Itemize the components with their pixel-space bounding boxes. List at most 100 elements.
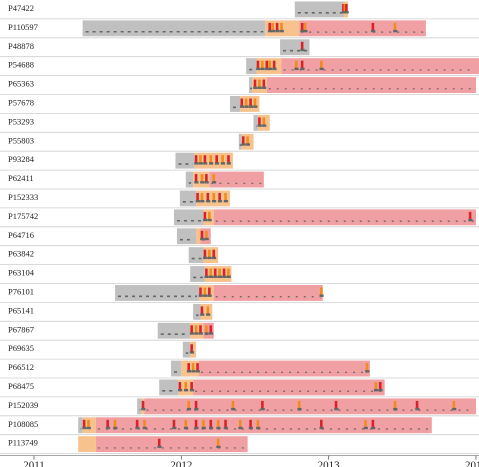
event-base xyxy=(344,11,349,14)
event-base xyxy=(415,407,420,411)
event-marker xyxy=(265,60,269,70)
event-base xyxy=(203,162,208,165)
background-period-bar xyxy=(171,360,182,377)
event-marker xyxy=(209,268,213,278)
event-marker xyxy=(203,249,207,259)
event-base xyxy=(319,426,324,430)
event-base xyxy=(264,67,270,71)
post-period-bar xyxy=(213,285,323,301)
event-marker xyxy=(87,419,90,429)
background-period-bar xyxy=(78,417,83,434)
post-period-bar xyxy=(213,209,476,226)
event-marker xyxy=(199,287,202,296)
event-marker xyxy=(221,155,224,164)
pre-period-bar xyxy=(200,303,213,320)
event-marker xyxy=(256,60,260,70)
row-label: P175742 xyxy=(8,211,38,221)
background-period-bar xyxy=(188,247,204,264)
event-base xyxy=(86,426,91,430)
event-marker xyxy=(194,174,198,183)
event-marker xyxy=(364,419,367,429)
event-marker xyxy=(190,325,193,334)
event-base xyxy=(365,370,370,373)
event-base xyxy=(231,407,236,411)
post-period-bar xyxy=(209,171,264,188)
event-marker xyxy=(215,155,218,164)
timeline-row: P69635 xyxy=(0,341,479,360)
event-base xyxy=(178,389,183,392)
event-marker xyxy=(271,22,274,32)
timeline-row: P68475 xyxy=(0,379,479,398)
event-marker xyxy=(345,4,348,13)
event-base xyxy=(297,407,302,411)
timeline-row: P62411 xyxy=(0,171,479,190)
event-base xyxy=(200,200,205,203)
event-base xyxy=(217,200,223,203)
background-period-bar xyxy=(157,322,191,339)
event-base xyxy=(216,445,221,449)
event-marker xyxy=(275,22,279,32)
event-marker xyxy=(280,22,283,32)
post-period-bar xyxy=(199,360,370,377)
event-marker xyxy=(178,382,182,391)
timeline-row: P93284 xyxy=(0,152,479,171)
event-marker xyxy=(256,419,260,429)
timeline-rows: P47422 P110597 P48878 P54688 P65363 P57678 P53… xyxy=(0,1,479,455)
event-marker xyxy=(187,363,190,372)
event-marker xyxy=(253,79,257,89)
event-marker xyxy=(294,60,298,70)
row-label: P53293 xyxy=(8,116,34,126)
event-base xyxy=(226,275,231,278)
event-base xyxy=(211,181,217,184)
event-marker xyxy=(209,155,213,164)
event-marker xyxy=(212,249,216,259)
event-base xyxy=(209,332,214,335)
event-marker xyxy=(216,419,220,429)
background-period-bar xyxy=(82,20,266,37)
event-marker xyxy=(258,79,261,89)
event-base xyxy=(270,29,276,33)
event-marker xyxy=(184,419,188,429)
event-marker xyxy=(240,98,244,107)
event-base xyxy=(226,162,231,165)
event-marker xyxy=(244,98,248,107)
event-marker xyxy=(300,60,304,70)
timeline-row: P67867 xyxy=(0,322,479,341)
event-marker xyxy=(205,268,208,278)
event-marker xyxy=(212,174,216,183)
event-base xyxy=(198,332,203,335)
event-base xyxy=(220,162,225,165)
tick-label: 2012 xyxy=(170,460,192,467)
event-marker xyxy=(199,155,202,164)
event-base xyxy=(207,294,212,297)
event-base xyxy=(194,181,199,184)
event-base xyxy=(452,407,457,411)
row-label: P76101 xyxy=(8,287,34,297)
event-base xyxy=(209,162,214,165)
event-base xyxy=(206,200,211,203)
event-base xyxy=(222,275,227,278)
event-marker xyxy=(258,117,261,126)
background-period-bar xyxy=(182,341,191,358)
event-base xyxy=(257,124,262,127)
post-period-bar xyxy=(144,398,476,415)
event-marker xyxy=(393,400,397,410)
event-marker xyxy=(200,193,204,202)
event-base xyxy=(238,426,243,430)
event-marker xyxy=(205,174,208,183)
event-base xyxy=(371,426,376,430)
event-base xyxy=(194,332,199,335)
event-marker xyxy=(241,136,245,145)
timeline-row: P152039 xyxy=(0,398,479,417)
event-marker xyxy=(82,419,86,429)
row-label: P152039 xyxy=(8,400,38,410)
timeline-row: P55803 xyxy=(0,133,479,152)
event-marker xyxy=(300,22,304,32)
event-marker xyxy=(320,287,323,296)
row-label: P55803 xyxy=(8,135,34,145)
event-marker xyxy=(268,22,272,32)
x-axis: 2011 2012 2013 2014 xyxy=(0,455,479,467)
tick-label: 2011 xyxy=(23,460,45,467)
event-marker xyxy=(135,419,139,429)
event-marker xyxy=(262,117,266,126)
